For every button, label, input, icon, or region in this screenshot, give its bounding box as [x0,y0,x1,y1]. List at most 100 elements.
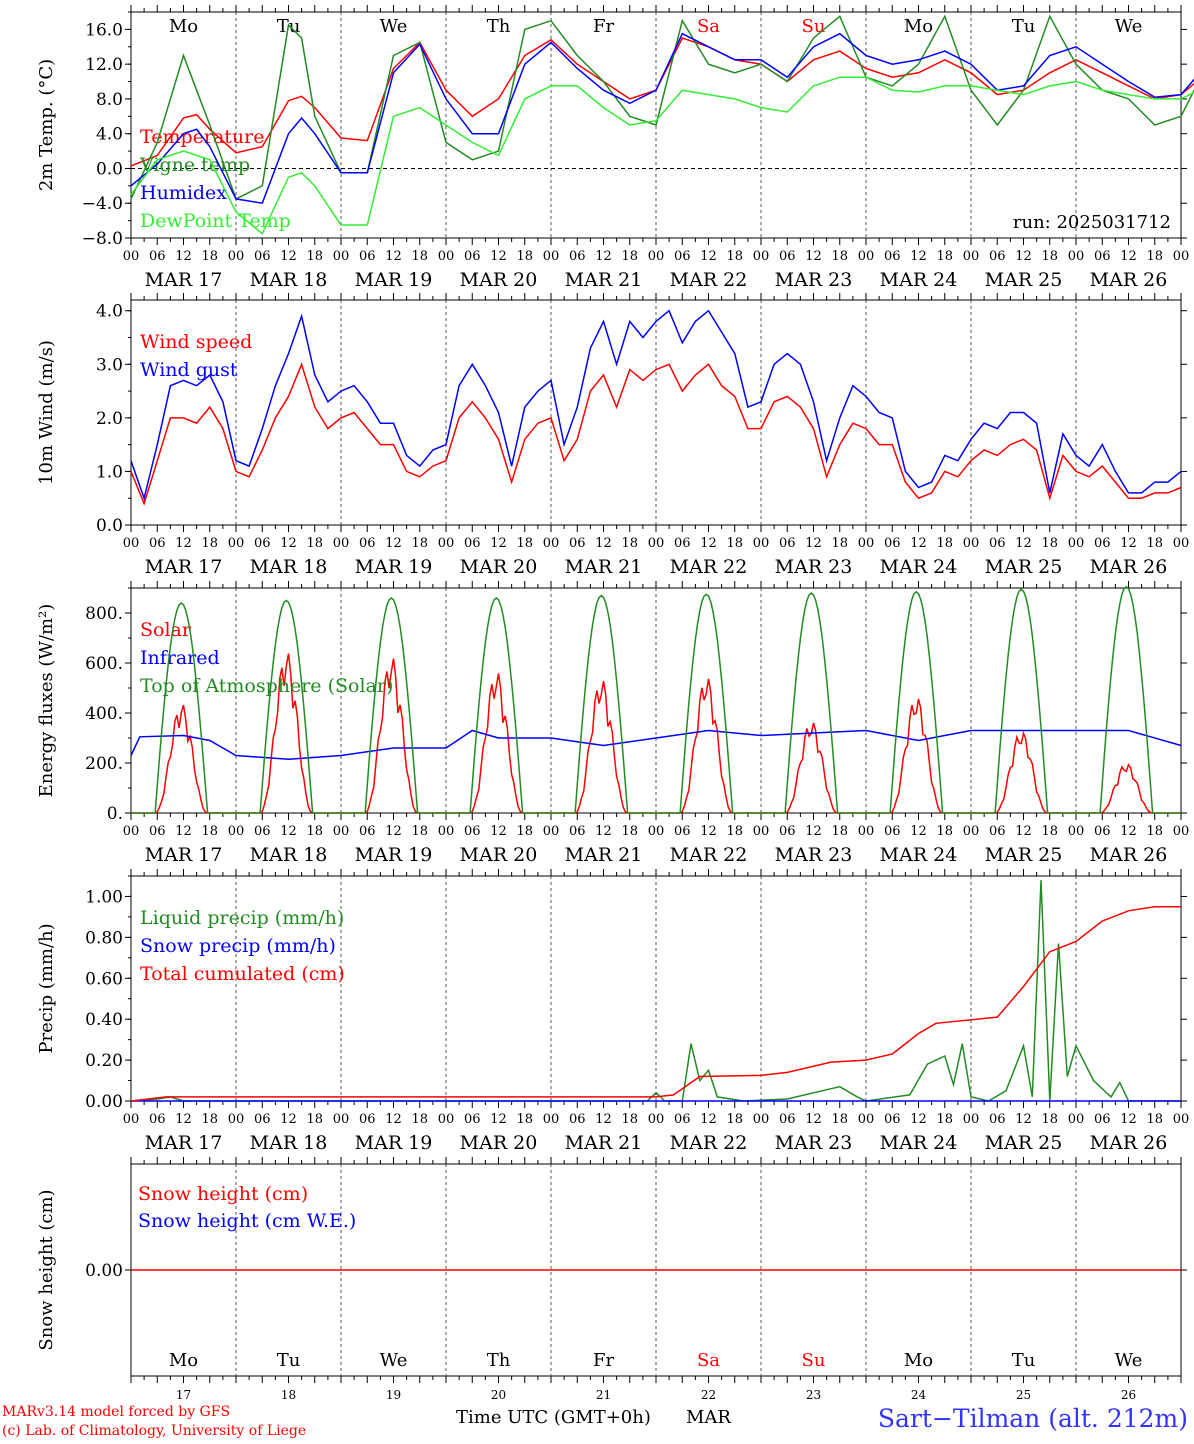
x-date-label: MAR 17 [145,1132,223,1154]
x-hour-label: 00 [1068,824,1085,839]
x-hour-label: 12 [910,249,927,264]
x-hour-label: 18 [831,1112,848,1127]
x-hour-label: 06 [779,1112,796,1127]
x-date-label: MAR 19 [355,556,433,578]
x-hour-label: 12 [490,1112,507,1127]
x-hour-label: 12 [700,1112,717,1127]
day-number: 22 [701,1388,716,1402]
x-hour-label: 00 [753,1112,770,1127]
x-hour-label: 06 [1094,1112,1111,1127]
day-number: 25 [1016,1388,1031,1402]
day-label: We [380,1350,408,1371]
run-annotation: run: 2025031712 [1013,212,1171,233]
y-tick-label: 2.0 [96,409,123,429]
x-hour-label: 06 [1094,824,1111,839]
x-hour-label: 00 [1173,536,1190,551]
x-hour-label: 00 [123,1112,140,1127]
y-tick-label: 8.0 [96,90,123,110]
x-hour-label: 18 [726,249,743,264]
x-hour-label: 12 [700,536,717,551]
day-number: 18 [281,1388,296,1402]
day-label: We [1115,16,1143,37]
x-hour-label: 12 [700,824,717,839]
x-hour-label: 00 [228,824,245,839]
x-hour-label: 06 [884,249,901,264]
x-hour-label: 00 [1173,824,1190,839]
x-date-label: MAR 18 [250,269,328,291]
x-hour-label: 00 [648,1112,665,1127]
x-hour-label: 00 [648,536,665,551]
y-tick-label: 0.00 [85,1092,123,1112]
x-hour-label: 18 [411,1112,428,1127]
y-tick-label: 0.0 [96,516,123,536]
x-hour-label: 06 [149,824,166,839]
x-date-label: MAR 20 [460,1132,538,1154]
x-hour-label: 18 [516,824,533,839]
x-date-label: MAR 20 [460,556,538,578]
legend-entry: Top of Atmosphere (Solar) [140,675,393,697]
x-hour-label: 12 [1120,536,1137,551]
x-hour-label: 06 [464,1112,481,1127]
x-hour-label: 18 [726,1112,743,1127]
day-number: 20 [491,1388,506,1402]
x-hour-label: 12 [700,249,717,264]
legend-entry: Infrared [140,647,220,669]
x-hour-label: 12 [1120,1112,1137,1127]
x-hour-label: 00 [1173,249,1190,264]
x-hour-label: 00 [858,1112,875,1127]
x-hour-label: 00 [858,536,875,551]
x-hour-label: 12 [175,1112,192,1127]
x-hour-label: 00 [543,249,560,264]
x-hour-label: 18 [516,249,533,264]
x-hour-label: 18 [516,536,533,551]
x-date-label: MAR 24 [880,269,958,291]
x-hour-label: 00 [228,536,245,551]
x-date-label: MAR 20 [460,269,538,291]
day-label: Tu [277,1350,301,1371]
x-hour-label: 18 [1146,249,1163,264]
day-number: 24 [911,1388,927,1402]
panel-3-frame [130,587,1182,814]
day-label: Th [487,1350,511,1371]
x-hour-label: 12 [175,249,192,264]
day-label: Mo [169,16,198,37]
series-line-wind-speed [130,362,1182,506]
series-line-humidex [130,32,1194,205]
x-hour-label: 06 [254,536,271,551]
x-date-label: MAR 22 [670,844,748,866]
y-tick-label: 600. [85,654,123,674]
x-hour-label: 18 [411,249,428,264]
x-hour-label: 06 [149,249,166,264]
legend-entry: Snow precip (mm/h) [140,935,336,957]
day-number: 23 [806,1388,821,1402]
day-number: 21 [596,1388,611,1402]
x-hour-label: 06 [989,536,1006,551]
x-hour-label: 18 [936,536,953,551]
footer-station-name: Sart−Tilman (alt. 212m) [878,1404,1188,1433]
x-hour-label: 12 [1120,249,1137,264]
series-line-top-of-atmosphere-solar- [131,585,1181,814]
x-hour-label: 18 [201,824,218,839]
x-hour-label: 06 [569,1112,586,1127]
x-hour-label: 18 [831,249,848,264]
x-date-label: MAR 26 [1090,556,1168,578]
day-number: 19 [386,1388,401,1402]
y-tick-label: 800. [85,604,123,624]
x-hour-label: 00 [333,1112,350,1127]
legend-entry: Liquid precip (mm/h) [140,907,344,929]
x-hour-label: 12 [385,824,402,839]
x-hour-label: 18 [936,249,953,264]
x-hour-label: 18 [936,1112,953,1127]
y-tick-label: 0.20 [85,1051,123,1071]
x-hour-label: 06 [1094,249,1111,264]
x-hour-label: 18 [621,824,638,839]
day-label: Mo [169,1350,198,1371]
series-line-dewpoint-temp [130,76,1194,235]
series-line-infrared [130,729,1182,761]
legend-entry: Snow height (cm) [138,1183,308,1205]
x-hour-label: 18 [1146,536,1163,551]
x-hour-label: 06 [254,1112,271,1127]
x-hour-label: 00 [123,824,140,839]
x-date-label: MAR 24 [880,844,958,866]
x-hour-label: 00 [858,824,875,839]
